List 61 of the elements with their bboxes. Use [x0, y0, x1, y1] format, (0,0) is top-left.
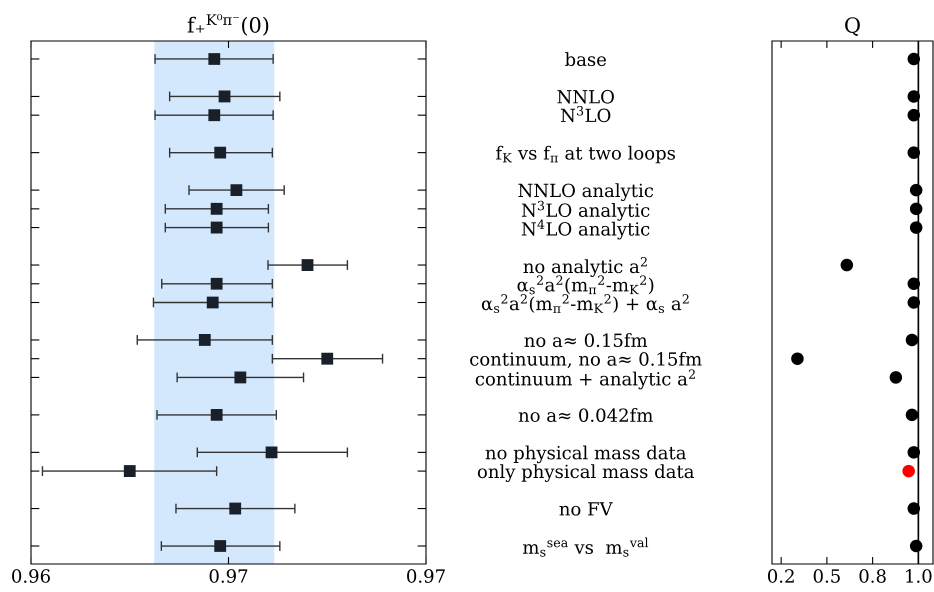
chart-title: Q: [845, 17, 860, 36]
point: [214, 540, 226, 552]
point: [908, 502, 920, 515]
point: [210, 222, 223, 234]
point: [208, 53, 220, 65]
point: [906, 408, 918, 422]
y-tick-label: N$^{3}$LO: [560, 106, 610, 122]
category-label: α$_{s}$$^{2}$a$^{2}$(m$_{π}$$^{2}$-m$_{K}$$^{2}$) + α$_{s}$ a$^{2}$: [482, 294, 689, 314]
y-tick-label: continuum + analytic a$^{2}$: [476, 369, 695, 390]
point: [910, 202, 922, 216]
point: [910, 184, 922, 196]
y-tick-label: m$_{s}$$^{sea}$ vs m$_{s}$$^{val}$: [523, 538, 648, 557]
point: [910, 221, 922, 234]
point: [210, 408, 223, 421]
point: [234, 372, 246, 384]
x-tick-label: 0.5: [814, 569, 840, 583]
x-tick-label: 0.96: [12, 569, 50, 583]
y-tick-label: NNLO: [557, 90, 614, 104]
point: [214, 146, 226, 159]
point: [908, 108, 920, 122]
y-tick-label: continuum, no a≈ 0.15fm: [470, 352, 702, 368]
point: [906, 334, 918, 346]
point: [908, 90, 920, 103]
point: [890, 371, 902, 384]
point: [124, 465, 136, 477]
point: [908, 146, 920, 159]
point: [198, 334, 211, 346]
y-tick-label: NNLO analytic: [518, 183, 654, 201]
point: [908, 446, 920, 459]
x-tick-label: 0.97: [407, 569, 445, 583]
point: [910, 540, 922, 552]
x-tick-label: 0.8: [859, 569, 886, 583]
y-tick-label: only physical mass data: [478, 464, 694, 482]
point: [230, 184, 242, 196]
y-tick-label: no FV: [559, 502, 613, 516]
point: [908, 52, 920, 66]
y-tick-label: N$^{4}$LO analytic: [522, 220, 650, 240]
point: [229, 502, 242, 514]
y-tick-label: base: [565, 52, 606, 66]
point: [218, 90, 230, 102]
y-tick-label: N$^{3}$LO analytic: [522, 200, 650, 221]
point: [302, 259, 314, 271]
point: [210, 202, 223, 215]
chart-title: f₊$^{K⁰π⁻}$(0): [188, 14, 268, 36]
point: [321, 352, 334, 365]
y-tick-label: no physical mass data: [486, 445, 686, 464]
point: [908, 296, 920, 309]
y-tick-label: no a≈ 0.15fm: [524, 333, 648, 348]
point: [908, 278, 920, 290]
point: [206, 296, 219, 308]
y-tick-label: f$_{K}$ vs f$_{π}$ at two loops: [496, 146, 675, 164]
point: [210, 278, 223, 290]
point: [266, 446, 278, 458]
point: [208, 109, 220, 122]
y-tick-label: no a≈ 0.042fm: [518, 408, 653, 422]
x-tick-label: 1.0: [906, 569, 932, 583]
x-tick-label: 0.2: [768, 569, 794, 583]
x-tick-label: 0.97: [210, 569, 248, 583]
point: [791, 352, 804, 365]
point: [840, 258, 854, 272]
point: [902, 464, 915, 478]
